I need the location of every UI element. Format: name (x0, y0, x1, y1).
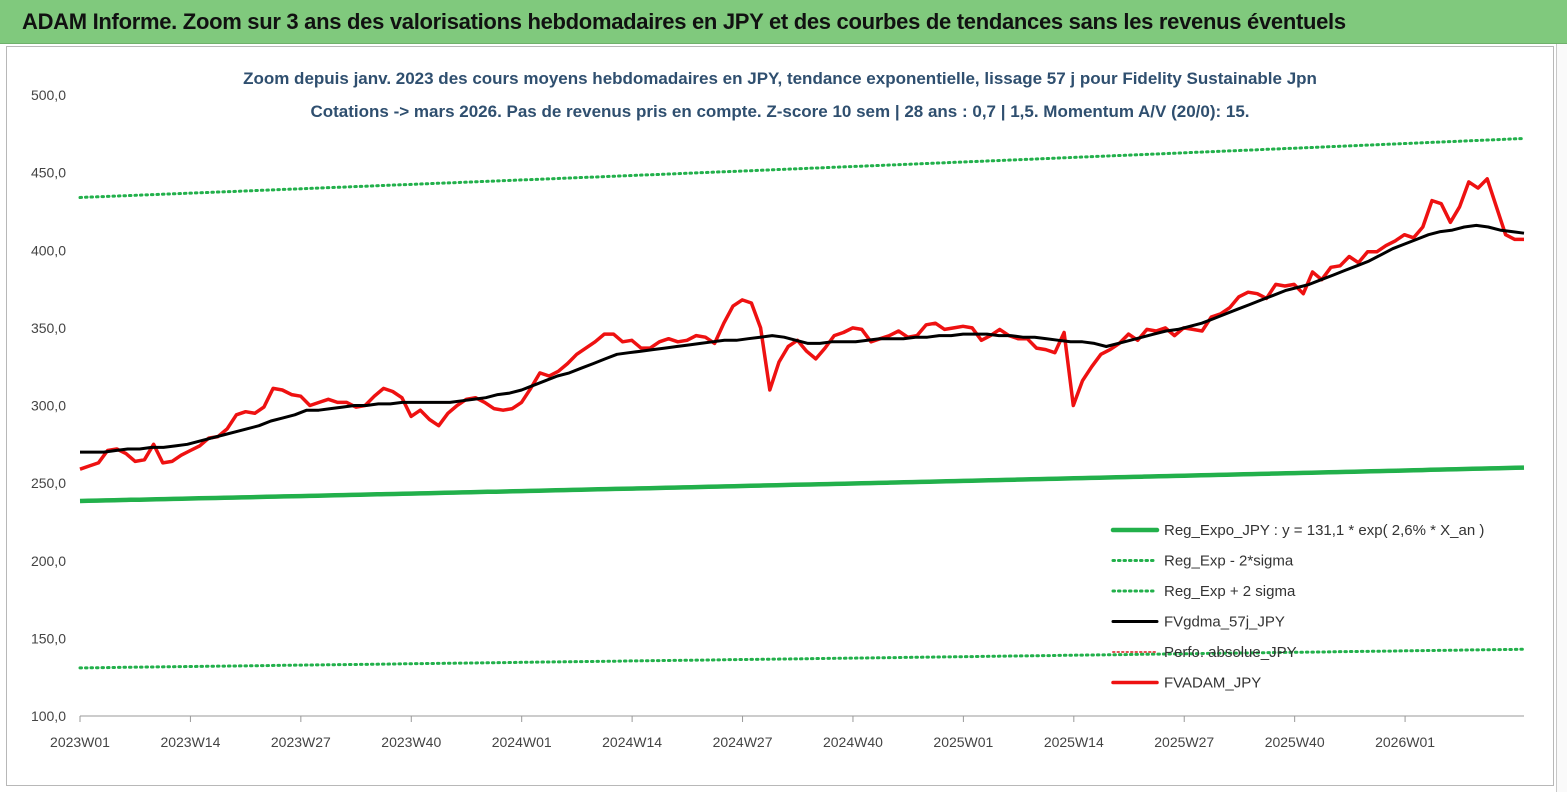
x-tick-label: 2025W27 (1154, 734, 1214, 750)
y-tick-label: 500,0 (31, 87, 66, 103)
y-tick-label: 100,0 (31, 708, 66, 724)
x-tick-label: 2025W14 (1044, 734, 1104, 750)
series-reg-minus-2sigma (78, 647, 1526, 670)
series-layer (78, 137, 1526, 670)
legend: Reg_Expo_JPY : y = 131,1 * exp( 2,6% * X… (1110, 522, 1484, 692)
series-reg-plus-2sigma (78, 137, 1526, 199)
legend-label: FVgdma_57j_JPY (1164, 614, 1285, 631)
series-reg-expo (79, 465, 1525, 504)
y-tick-label: 350,0 (31, 320, 66, 336)
x-tick-label: 2023W40 (381, 734, 441, 750)
legend-label: Reg_Expo_JPY : y = 131,1 * exp( 2,6% * X… (1164, 522, 1484, 539)
y-tick-label: 250,0 (31, 475, 66, 491)
x-tick-label: 2024W27 (713, 734, 773, 750)
x-tick-label: 2024W40 (823, 734, 883, 750)
y-tick-label: 200,0 (31, 553, 66, 569)
x-tick-label: 2026W01 (1375, 734, 1435, 750)
scrollbar-strip[interactable] (1556, 44, 1567, 792)
x-tick-label: 2025W01 (933, 734, 993, 750)
series-fvgdma (80, 223, 1525, 454)
legend-label: Reg_Exp + 2 sigma (1164, 583, 1296, 600)
y-tick-label: 300,0 (31, 398, 66, 414)
x-tick-label: 2025W40 (1265, 734, 1325, 750)
x-tick-label: 2023W01 (50, 734, 110, 750)
y-tick-label: 150,0 (31, 630, 66, 646)
series-fvadam (79, 177, 1524, 471)
legend-label: Reg_Exp - 2*sigma (1164, 553, 1294, 570)
x-tick-label: 2024W14 (602, 734, 662, 750)
axes: 100,0 150,0 200,0 250,0 300,0 350,0 400,0 450,0… (31, 87, 1524, 750)
y-tick-label: 400,0 (31, 242, 66, 258)
chart-title-line2: Cotations -> mars 2026. Pas de revenus p… (310, 102, 1249, 121)
y-tick-label: 450,0 (31, 165, 66, 181)
x-tick-label: 2024W01 (492, 734, 552, 750)
legend-label: FVADAM_JPY (1164, 675, 1261, 692)
chart-title-line1: Zoom depuis janv. 2023 des cours moyens … (243, 69, 1317, 88)
page-title: ADAM Informe. Zoom sur 3 ans des valoris… (22, 9, 1346, 34)
x-tick-label: 2023W14 (160, 734, 220, 750)
header-banner: ADAM Informe. Zoom sur 3 ans des valoris… (0, 0, 1567, 44)
legend-label: Perfo. absolue_JPY (1164, 644, 1297, 661)
x-tick-label: 2023W27 (271, 734, 331, 750)
